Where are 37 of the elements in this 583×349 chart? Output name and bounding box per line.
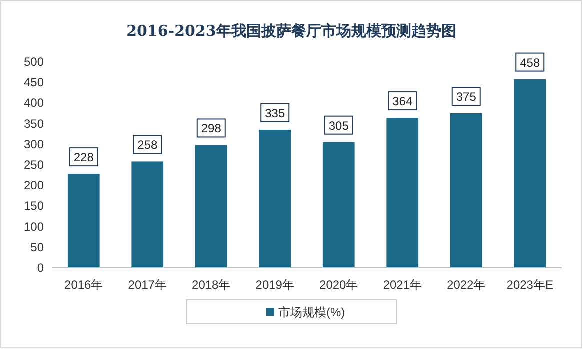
bar [68, 174, 100, 268]
y-tick-label: 250 [24, 158, 44, 172]
y-tick-label: 100 [24, 220, 44, 234]
x-tick-label: 2021年 [383, 278, 422, 292]
x-tick-label: 2019年 [256, 278, 294, 292]
x-tick-label: 2018年 [192, 278, 231, 292]
bar [322, 142, 355, 268]
bar [514, 79, 546, 268]
data-label: 298 [201, 122, 222, 136]
y-tick-label: 0 [37, 261, 44, 275]
y-tick-label: 300 [24, 137, 44, 152]
chart-title: 2016-2023年我国披萨餐厅市场规模预测趋势图 [126, 22, 456, 40]
data-label: 335 [265, 106, 286, 120]
y-tick-label: 450 [24, 76, 44, 90]
bar [386, 118, 419, 268]
bar [132, 162, 164, 268]
data-label: 228 [74, 150, 94, 165]
data-label: 458 [520, 56, 540, 70]
y-tick-label: 50 [30, 240, 44, 254]
x-tick-label: 2020年 [320, 278, 358, 292]
data-label: 375 [456, 90, 477, 104]
y-tick-label: 350 [24, 116, 44, 131]
data-label: 258 [138, 138, 158, 152]
bar [259, 130, 292, 268]
bar [195, 145, 228, 268]
data-label: 305 [328, 118, 350, 133]
y-tick-label: 150 [24, 199, 44, 214]
y-tick-label: 400 [24, 96, 44, 110]
y-tick-label: 500 [24, 55, 44, 69]
y-tick-label: 200 [24, 178, 44, 193]
data-label: 364 [392, 94, 413, 109]
bar [450, 114, 482, 268]
x-tick-label: 2022年 [447, 278, 486, 292]
legend-label: 市场规模(%) [278, 306, 346, 320]
x-tick-label: 2016年 [64, 278, 104, 292]
x-tick-label: 2023年E [506, 278, 554, 292]
x-tick-label: 2017年 [128, 278, 167, 292]
